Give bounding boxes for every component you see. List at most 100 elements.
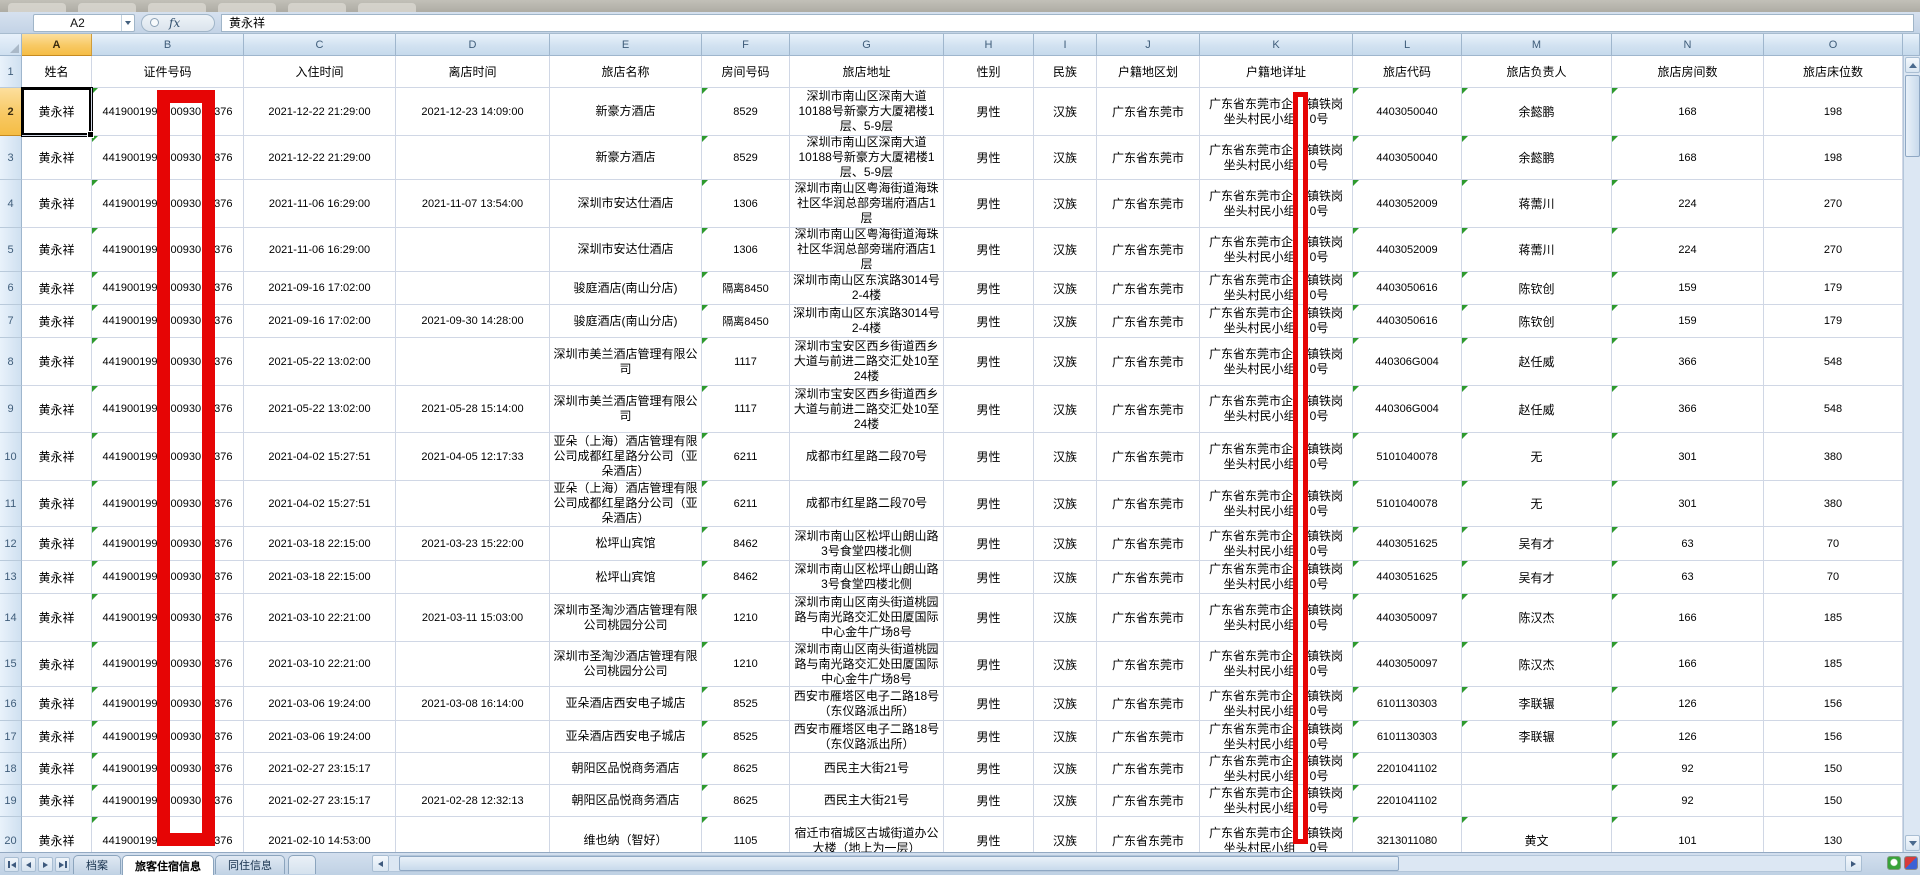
cell-E18[interactable]: 朝阳区品悦商务酒店	[550, 753, 702, 785]
cell-G20[interactable]: 宿迁市宿城区古城街道办公大楼（地上为一层）	[790, 817, 944, 852]
row-header-17[interactable]: 17	[0, 721, 22, 753]
cell-B6[interactable]: 441900199 00930 376	[92, 272, 244, 305]
cell-G12[interactable]: 深圳市南山区松坪山朗山路3号食堂四楼北侧	[790, 527, 944, 561]
cell-H4[interactable]: 男性	[944, 180, 1034, 228]
cell-E19[interactable]: 朝阳区品悦商务酒店	[550, 785, 702, 817]
cell-N4[interactable]: 224	[1612, 180, 1764, 228]
cell-N19[interactable]: 92	[1612, 785, 1764, 817]
cell-A16[interactable]: 黄永祥	[22, 687, 92, 721]
cell-J9[interactable]: 广东省东莞市	[1097, 386, 1200, 433]
column-header-F[interactable]: F	[702, 34, 790, 56]
cell-F11[interactable]: 6211	[702, 481, 790, 527]
cell-H15[interactable]: 男性	[944, 642, 1034, 687]
header-cell-M[interactable]: 旅店负责人	[1462, 56, 1612, 88]
cell-M11[interactable]: 无	[1462, 481, 1612, 527]
cell-B19[interactable]: 441900199 00930 376	[92, 785, 244, 817]
cell-C9[interactable]: 2021-05-22 13:02:00	[244, 386, 396, 433]
cell-B3[interactable]: 441900199 00930 376	[92, 136, 244, 180]
cell-L3[interactable]: 4403050040	[1353, 136, 1462, 180]
tray-icon-colored[interactable]	[1904, 856, 1918, 870]
cell-N8[interactable]: 366	[1612, 338, 1764, 386]
column-header-O[interactable]: O	[1764, 34, 1903, 56]
cell-D16[interactable]: 2021-03-08 16:14:00	[396, 687, 550, 721]
cell-K2[interactable]: 广东省东莞市企 镇铁岗 坐头村民小组 0号	[1200, 88, 1353, 136]
column-header-L[interactable]: L	[1353, 34, 1462, 56]
tab-nav-next-button[interactable]	[38, 857, 53, 872]
cell-B9[interactable]: 441900199 00930 376	[92, 386, 244, 433]
cell-N12[interactable]: 63	[1612, 527, 1764, 561]
cell-F19[interactable]: 8625	[702, 785, 790, 817]
cell-L6[interactable]: 4403050616	[1353, 272, 1462, 305]
header-cell-D[interactable]: 离店时间	[396, 56, 550, 88]
cell-N17[interactable]: 126	[1612, 721, 1764, 753]
row-header-8[interactable]: 8	[0, 338, 22, 386]
cell-A2[interactable]: 黄永祥	[22, 88, 94, 138]
cell-M5[interactable]: 蒋薷川	[1462, 228, 1612, 272]
cell-D5[interactable]	[396, 228, 550, 272]
cell-K7[interactable]: 广东省东莞市企 镇铁岗 坐头村民小组 0号	[1200, 305, 1353, 338]
row-header-10[interactable]: 10	[0, 433, 22, 481]
name-box[interactable]: A2	[33, 13, 135, 32]
cell-F6[interactable]: 隔离8450	[702, 272, 790, 305]
cell-D14[interactable]: 2021-03-11 15:03:00	[396, 594, 550, 642]
cell-K14[interactable]: 广东省东莞市企 镇铁岗 坐头村民小组 0号	[1200, 594, 1353, 642]
cell-K9[interactable]: 广东省东莞市企 镇铁岗 坐头村民小组 0号	[1200, 386, 1353, 433]
column-header-D[interactable]: D	[396, 34, 550, 56]
cell-B7[interactable]: 441900199 00930 376	[92, 305, 244, 338]
cell-J11[interactable]: 广东省东莞市	[1097, 481, 1200, 527]
header-cell-O[interactable]: 旅店床位数	[1764, 56, 1903, 88]
cell-C20[interactable]: 2021-02-10 14:53:00	[244, 817, 396, 852]
cell-I7[interactable]: 汉族	[1034, 305, 1097, 338]
cell-N18[interactable]: 92	[1612, 753, 1764, 785]
cell-M12[interactable]: 吴有才	[1462, 527, 1612, 561]
cell-G14[interactable]: 深圳市南山区南头街道桃园路与南光路交汇处田厦国际中心金牛广场8号	[790, 594, 944, 642]
cell-E10[interactable]: 亚朵（上海）酒店管理有限公司成都红星路分公司（亚朵酒店）	[550, 433, 702, 481]
cell-J5[interactable]: 广东省东莞市	[1097, 228, 1200, 272]
cell-L13[interactable]: 4403051625	[1353, 561, 1462, 594]
cell-H17[interactable]: 男性	[944, 721, 1034, 753]
cell-C16[interactable]: 2021-03-06 19:24:00	[244, 687, 396, 721]
cell-H5[interactable]: 男性	[944, 228, 1034, 272]
cell-K4[interactable]: 广东省东莞市企 镇铁岗 坐头村民小组 0号	[1200, 180, 1353, 228]
cell-H9[interactable]: 男性	[944, 386, 1034, 433]
cell-L2[interactable]: 4403050040	[1353, 88, 1462, 136]
row-header-13[interactable]: 13	[0, 561, 22, 594]
cell-H7[interactable]: 男性	[944, 305, 1034, 338]
cell-J6[interactable]: 广东省东莞市	[1097, 272, 1200, 305]
column-header-I[interactable]: I	[1034, 34, 1097, 56]
cell-A9[interactable]: 黄永祥	[22, 386, 92, 433]
column-header-C[interactable]: C	[244, 34, 396, 56]
cell-O6[interactable]: 179	[1764, 272, 1903, 305]
cell-L17[interactable]: 6101130303	[1353, 721, 1462, 753]
column-header-E[interactable]: E	[550, 34, 702, 56]
tab-nav-last-button[interactable]	[55, 857, 70, 872]
cell-D3[interactable]	[396, 136, 550, 180]
cell-H10[interactable]: 男性	[944, 433, 1034, 481]
cell-J2[interactable]: 广东省东莞市	[1097, 88, 1200, 136]
cell-C5[interactable]: 2021-11-06 16:29:00	[244, 228, 396, 272]
insert-function-area[interactable]: fx	[141, 13, 215, 32]
cell-F16[interactable]: 8525	[702, 687, 790, 721]
cell-O2[interactable]: 198	[1764, 88, 1903, 136]
cell-G18[interactable]: 西民主大街21号	[790, 753, 944, 785]
cell-B4[interactable]: 441900199 00930 376	[92, 180, 244, 228]
cell-M7[interactable]: 陈钦创	[1462, 305, 1612, 338]
cell-O3[interactable]: 198	[1764, 136, 1903, 180]
cell-H13[interactable]: 男性	[944, 561, 1034, 594]
cell-M3[interactable]: 余懿鹏	[1462, 136, 1612, 180]
cell-K17[interactable]: 广东省东莞市企 镇铁岗 坐头村民小组 0号	[1200, 721, 1353, 753]
cell-H8[interactable]: 男性	[944, 338, 1034, 386]
row-header-16[interactable]: 16	[0, 687, 22, 721]
cell-E3[interactable]: 新豪方酒店	[550, 136, 702, 180]
cell-L9[interactable]: 440306G004	[1353, 386, 1462, 433]
scroll-right-button[interactable]	[1845, 855, 1862, 872]
cell-M6[interactable]: 陈钦创	[1462, 272, 1612, 305]
cell-F12[interactable]: 8462	[702, 527, 790, 561]
cell-G15[interactable]: 深圳市南山区南头街道桃园路与南光路交汇处田厦国际中心金牛广场8号	[790, 642, 944, 687]
cell-C19[interactable]: 2021-02-27 23:15:17	[244, 785, 396, 817]
cell-F7[interactable]: 隔离8450	[702, 305, 790, 338]
sheet-tab-2[interactable]: 旅客住宿信息	[122, 855, 214, 875]
cell-N14[interactable]: 166	[1612, 594, 1764, 642]
cell-K10[interactable]: 广东省东莞市企 镇铁岗 坐头村民小组 0号	[1200, 433, 1353, 481]
cell-B16[interactable]: 441900199 00930 376	[92, 687, 244, 721]
